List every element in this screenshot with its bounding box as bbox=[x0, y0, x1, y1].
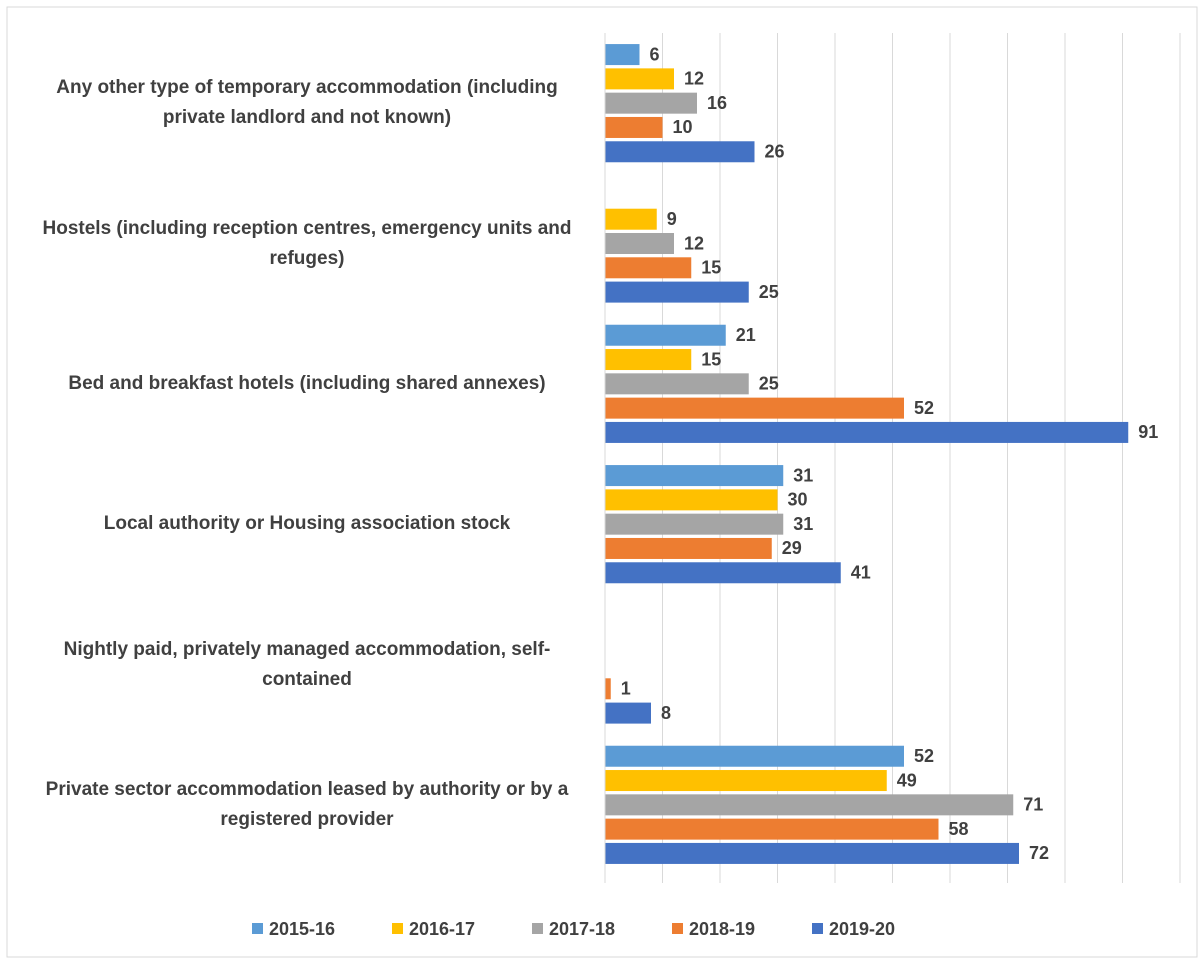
bar bbox=[605, 92, 697, 114]
value-label: 29 bbox=[782, 538, 802, 558]
bar bbox=[605, 537, 772, 559]
bar bbox=[605, 397, 904, 419]
category-label: Private sector accommodation leased by a… bbox=[45, 778, 569, 830]
legend-label: 2017-18 bbox=[549, 919, 615, 939]
bar bbox=[605, 324, 726, 346]
value-label: 6 bbox=[650, 44, 660, 64]
bar bbox=[605, 842, 1019, 864]
bar bbox=[605, 818, 939, 840]
value-label: 25 bbox=[759, 282, 779, 302]
bar bbox=[605, 770, 887, 792]
bar bbox=[605, 745, 904, 767]
bar bbox=[605, 257, 692, 279]
category-label: Local authority or Housing association s… bbox=[103, 513, 511, 535]
bar bbox=[605, 678, 611, 700]
bar bbox=[605, 233, 674, 254]
bar bbox=[605, 489, 778, 511]
bar bbox=[605, 421, 1129, 443]
value-label: 15 bbox=[701, 349, 721, 369]
value-label: 8 bbox=[661, 703, 671, 723]
bar bbox=[605, 702, 651, 724]
value-label: 49 bbox=[897, 770, 917, 790]
bar bbox=[605, 513, 784, 535]
bar bbox=[605, 44, 640, 66]
value-label: 41 bbox=[851, 563, 871, 583]
legend-swatch bbox=[392, 923, 403, 934]
category-label: Bed and breakfast hotels (including shar… bbox=[68, 372, 546, 394]
value-label: 58 bbox=[949, 819, 969, 839]
legend-swatch bbox=[812, 923, 823, 934]
legend-swatch bbox=[672, 923, 683, 934]
legend-swatch bbox=[252, 923, 263, 934]
bar bbox=[605, 465, 784, 487]
value-label: 52 bbox=[914, 746, 934, 766]
bar bbox=[605, 281, 749, 303]
value-label: 15 bbox=[701, 258, 721, 278]
legend-label: 2018-19 bbox=[689, 919, 755, 939]
legend-label: 2015-16 bbox=[269, 919, 335, 939]
value-label: 30 bbox=[788, 490, 808, 510]
bar bbox=[605, 562, 841, 584]
bar bbox=[605, 141, 755, 163]
value-label: 31 bbox=[793, 514, 813, 534]
value-label: 71 bbox=[1023, 795, 1043, 815]
chart-border bbox=[6, 6, 1198, 958]
value-label: 10 bbox=[673, 117, 693, 137]
legend-label: 2019-20 bbox=[829, 919, 895, 939]
category-label: Nightly paid, privately managed accommod… bbox=[63, 638, 551, 690]
category-label: Any other type of temporary accommodatio… bbox=[56, 77, 558, 129]
value-label: 25 bbox=[759, 374, 779, 394]
bar bbox=[605, 794, 1014, 816]
value-label: 52 bbox=[914, 398, 934, 418]
bar bbox=[605, 208, 657, 230]
value-label: 72 bbox=[1029, 843, 1049, 863]
value-label: 26 bbox=[765, 142, 785, 162]
value-label: 16 bbox=[707, 93, 727, 113]
category-label: Hostels (including reception centres, em… bbox=[42, 217, 572, 269]
bar bbox=[605, 373, 749, 395]
value-label: 31 bbox=[793, 465, 813, 485]
value-label: 1 bbox=[621, 679, 631, 699]
bar bbox=[605, 68, 674, 90]
value-label: 91 bbox=[1138, 422, 1158, 442]
value-label: 21 bbox=[736, 325, 756, 345]
bar bbox=[605, 349, 692, 371]
bar bbox=[605, 116, 663, 138]
value-label: 12 bbox=[684, 69, 704, 89]
value-label: 12 bbox=[684, 233, 704, 253]
legend-swatch bbox=[532, 923, 543, 934]
value-label: 9 bbox=[667, 209, 677, 229]
legend-label: 2016-17 bbox=[409, 919, 475, 939]
